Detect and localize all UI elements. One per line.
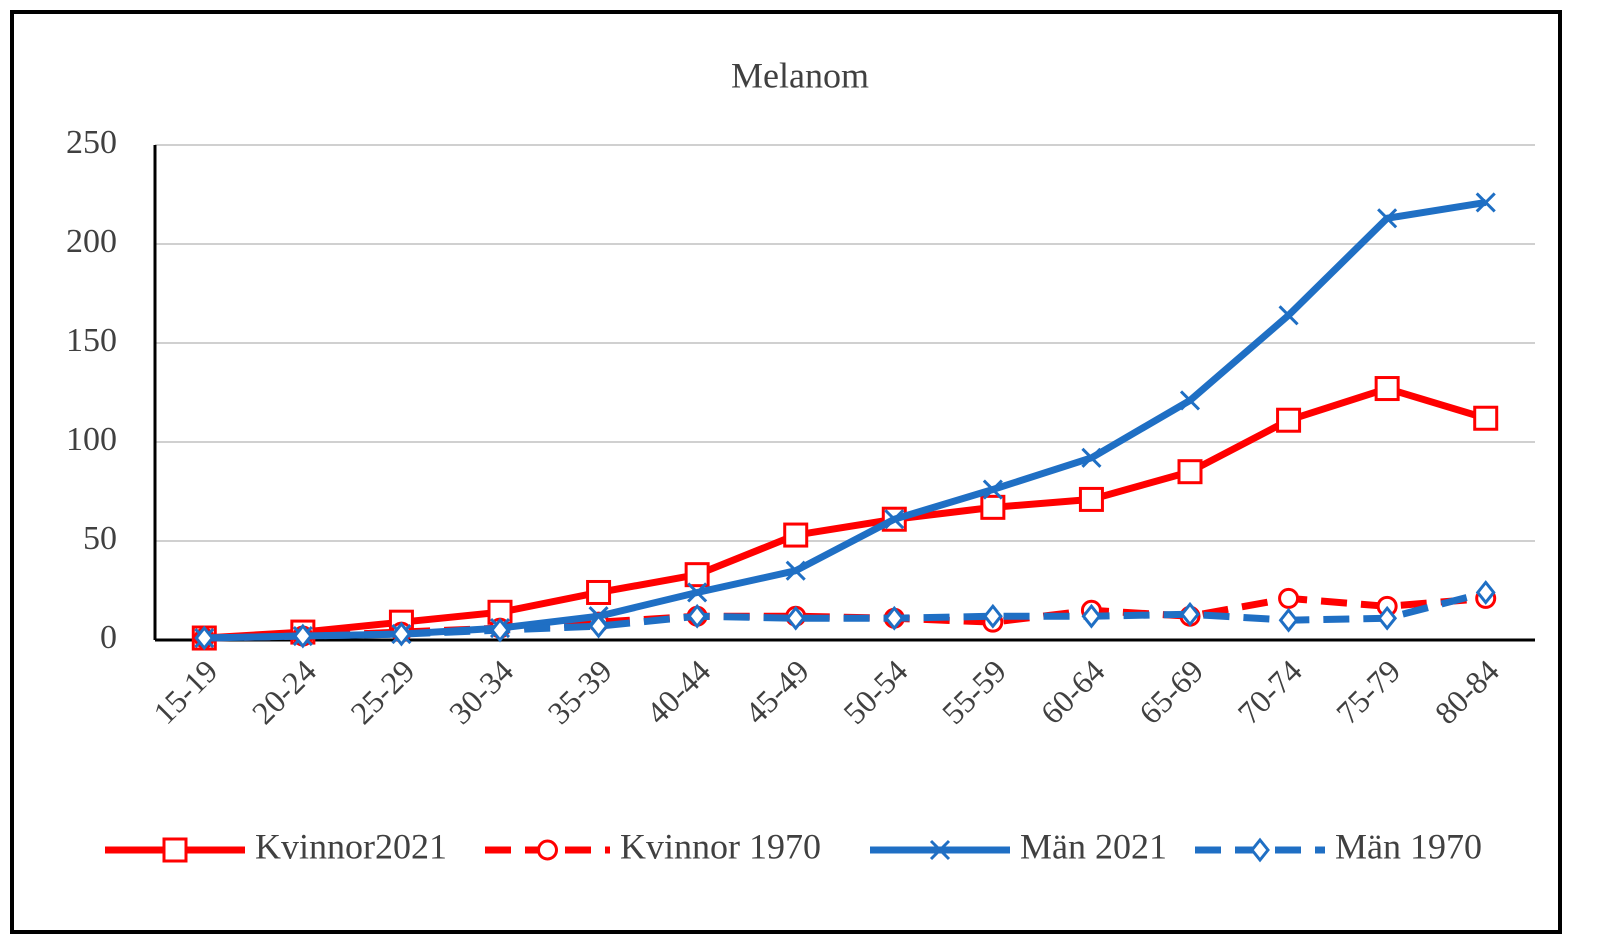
marker [1278, 587, 1300, 609]
legend-label: Kvinnor 1970 [620, 826, 821, 866]
marker [1278, 607, 1299, 633]
y-tick-label: 250 [66, 124, 117, 161]
legend-item: Kvinnor2021 [105, 826, 447, 866]
marker [1081, 603, 1102, 629]
legend-item: Män 2021 [870, 826, 1167, 866]
y-tick-label: 100 [66, 421, 117, 458]
marker [1276, 407, 1302, 433]
marker [292, 623, 313, 649]
marker [1179, 390, 1201, 411]
legend-label: Män 1970 [1335, 826, 1482, 866]
legend-label: Män 2021 [1020, 826, 1167, 866]
marker [1377, 208, 1398, 229]
marker [884, 509, 905, 530]
legend-marker [929, 839, 951, 861]
legend-item: Män 1970 [1195, 826, 1482, 866]
marker [684, 562, 710, 588]
marker [1475, 192, 1496, 213]
marker [982, 479, 1003, 500]
marker [391, 621, 412, 647]
legend-marker [162, 837, 188, 863]
marker [1473, 405, 1499, 431]
marker [785, 560, 806, 581]
marker [588, 613, 609, 639]
legend-label: Kvinnor2021 [255, 826, 447, 866]
marker [586, 579, 612, 605]
marker [687, 582, 708, 603]
marker [1078, 486, 1104, 512]
legend-marker [1250, 837, 1270, 863]
marker [194, 625, 215, 651]
marker [1377, 605, 1398, 631]
marker [884, 605, 905, 631]
marker [1180, 601, 1200, 627]
y-tick-label: 150 [66, 322, 117, 359]
marker [982, 603, 1003, 629]
marker [687, 603, 708, 629]
marker [785, 605, 806, 631]
marker [1278, 305, 1299, 326]
legend-item: Kvinnor 1970 [485, 826, 821, 866]
chart-title: Melanom [731, 55, 869, 95]
marker [1177, 459, 1203, 485]
marker [1475, 580, 1496, 605]
marker [1081, 447, 1102, 468]
series-line [204, 385, 1487, 642]
marker [980, 494, 1006, 520]
marker [783, 522, 809, 548]
y-tick-label: 200 [66, 223, 117, 260]
marker [1374, 376, 1400, 402]
y-tick-label: 0 [100, 619, 117, 656]
series-line [204, 589, 1487, 642]
chart-border [10, 10, 1562, 934]
y-tick-label: 50 [83, 520, 117, 557]
legend-marker [537, 839, 558, 861]
marker [490, 617, 510, 643]
